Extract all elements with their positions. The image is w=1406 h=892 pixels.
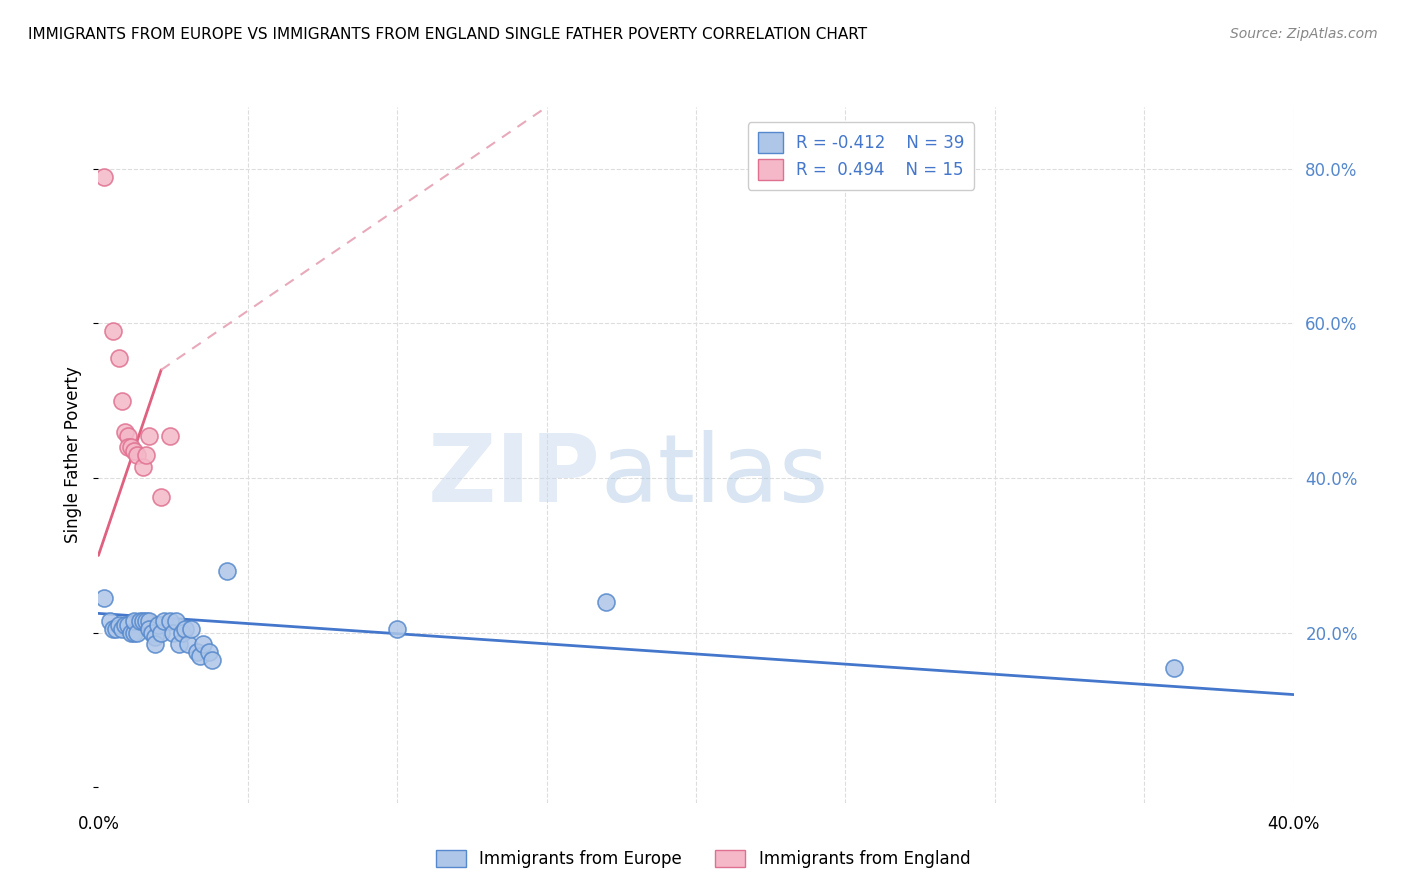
Point <box>595 595 617 609</box>
Point <box>150 625 173 640</box>
Point <box>135 448 157 462</box>
Point <box>201 653 224 667</box>
Point <box>138 622 160 636</box>
Point <box>188 648 211 663</box>
Point <box>117 618 139 632</box>
Point <box>138 614 160 628</box>
Legend: Immigrants from Europe, Immigrants from England: Immigrants from Europe, Immigrants from … <box>429 843 977 875</box>
Point <box>117 440 139 454</box>
Point <box>124 625 146 640</box>
Point <box>177 637 200 651</box>
Point <box>191 637 214 651</box>
Point <box>138 428 160 442</box>
Point <box>120 440 142 454</box>
Point <box>105 622 128 636</box>
Point <box>172 625 194 640</box>
Point <box>141 625 163 640</box>
Point <box>180 622 202 636</box>
Point <box>159 428 181 442</box>
Point <box>124 614 146 628</box>
Point <box>174 622 197 636</box>
Point <box>124 444 146 458</box>
Point <box>117 428 139 442</box>
Point <box>143 637 166 651</box>
Point <box>93 591 115 605</box>
Point <box>198 645 221 659</box>
Point <box>114 425 136 439</box>
Point <box>162 625 184 640</box>
Point <box>129 614 152 628</box>
Point <box>120 625 142 640</box>
Point <box>127 448 149 462</box>
Point <box>93 169 115 184</box>
Legend: R = -0.412    N = 39, R =  0.494    N = 15: R = -0.412 N = 39, R = 0.494 N = 15 <box>748 122 974 190</box>
Point <box>108 618 131 632</box>
Point <box>135 614 157 628</box>
Point <box>159 614 181 628</box>
Point <box>100 614 122 628</box>
Text: IMMIGRANTS FROM EUROPE VS IMMIGRANTS FROM ENGLAND SINGLE FATHER POVERTY CORRELAT: IMMIGRANTS FROM EUROPE VS IMMIGRANTS FRO… <box>28 27 868 42</box>
Text: ZIP: ZIP <box>427 430 600 522</box>
Point <box>150 491 173 505</box>
Point <box>111 393 134 408</box>
Point <box>103 324 125 338</box>
Point <box>103 622 125 636</box>
Point <box>132 459 155 474</box>
Point <box>143 630 166 644</box>
Point <box>385 622 409 636</box>
Point <box>127 625 149 640</box>
Point <box>1163 660 1185 674</box>
Y-axis label: Single Father Poverty: Single Father Poverty <box>65 367 83 543</box>
Point <box>167 637 190 651</box>
Point <box>215 564 238 578</box>
Point <box>165 614 187 628</box>
Point <box>153 614 176 628</box>
Text: Source: ZipAtlas.com: Source: ZipAtlas.com <box>1230 27 1378 41</box>
Point <box>114 618 136 632</box>
Point <box>186 645 208 659</box>
Point <box>148 618 170 632</box>
Point <box>111 622 134 636</box>
Text: atlas: atlas <box>600 430 828 522</box>
Point <box>132 614 155 628</box>
Point <box>108 351 131 366</box>
